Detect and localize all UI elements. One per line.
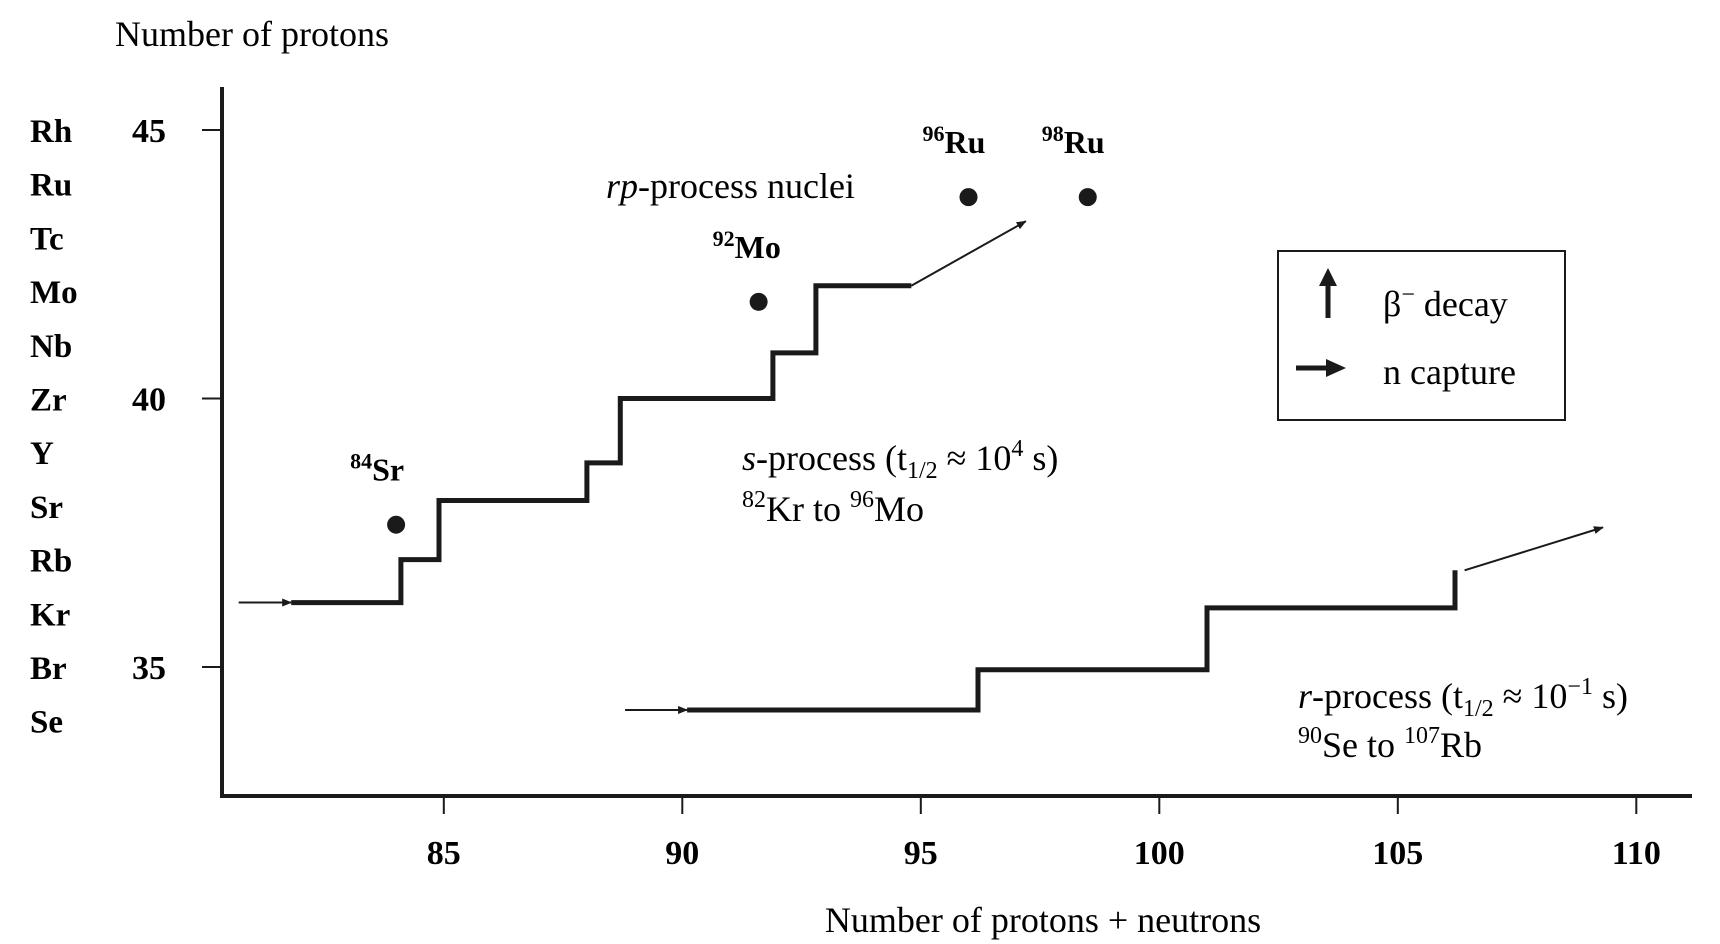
nucleus-point-98ru <box>1078 188 1097 207</box>
nucleus-symbol: Sr <box>372 452 404 488</box>
s-process-range: 82Kr to 96Mo <box>742 487 924 529</box>
s-sup: 4 <box>1011 436 1023 462</box>
nucleus-label-84sr: 84Sr <box>350 449 404 488</box>
r-range-sup1: 90 <box>1298 723 1322 749</box>
rp-italic: rp <box>606 166 638 206</box>
element-label-kr: Kr <box>30 597 70 633</box>
r-main: -process (t <box>1312 676 1463 716</box>
beta-decay-icon <box>1319 268 1337 318</box>
s-end: s) <box>1023 438 1058 478</box>
legend-beta: β <box>1383 284 1401 324</box>
s-process-output-arrow <box>910 220 1027 287</box>
r-sup: −1 <box>1567 674 1593 700</box>
legend-box <box>1277 250 1566 421</box>
nucleus-mass: 96 <box>923 121 945 146</box>
nucleus-symbol: Ru <box>945 124 986 160</box>
element-label-mo: Mo <box>30 275 78 311</box>
element-label-tc: Tc <box>30 221 64 257</box>
s-range-el1: Kr to <box>766 489 850 529</box>
r-process-output-arrow <box>1464 526 1604 572</box>
r-mid: ≈ 10 <box>1494 676 1568 716</box>
y-axis-label: Number of protons <box>115 14 389 54</box>
s-range-el2: Mo <box>874 489 924 529</box>
nucleus-symbol: Mo <box>735 229 781 265</box>
s-range-sup2: 96 <box>850 487 874 513</box>
element-label-sr: Sr <box>30 490 63 526</box>
nucleus-label-92mo: 92Mo <box>713 226 781 265</box>
x-tick-label: 110 <box>1612 835 1661 872</box>
y-ticks: 35 40 45 <box>132 113 222 687</box>
s-main: -process (t <box>756 438 907 478</box>
x-tick-label: 90 <box>665 835 699 872</box>
element-label-nb: Nb <box>30 329 72 365</box>
nucleus-symbol: Ru <box>1064 124 1105 160</box>
element-label-y: Y <box>30 436 54 472</box>
legend-beta-sup: − <box>1401 282 1415 308</box>
x-tick-label: 85 <box>427 835 461 872</box>
n-capture-icon <box>1296 359 1346 377</box>
r-range-el1: Se to <box>1322 725 1404 765</box>
nucleus-mass: 92 <box>713 226 735 251</box>
y-tick-label: 45 <box>132 113 166 150</box>
legend-beta-end: decay <box>1415 284 1508 324</box>
r-end: s) <box>1593 676 1628 716</box>
element-label-ru: Ru <box>30 168 72 204</box>
nucleus-label-98ru: 98Ru <box>1042 121 1105 160</box>
nucleus-point-84sr <box>387 515 406 534</box>
element-label-rh: Rh <box>30 114 72 150</box>
s-mid: ≈ 10 <box>938 438 1012 478</box>
y-tick-label: 40 <box>132 382 166 419</box>
nucleus-point-92mo <box>749 292 768 311</box>
x-tick-label: 95 <box>904 835 938 872</box>
element-label-br: Br <box>30 651 67 687</box>
element-label-se: Se <box>30 705 63 741</box>
r-process-path <box>687 570 1458 713</box>
r-sub: 1/2 <box>1463 696 1494 722</box>
rp-rest: -process nuclei <box>638 166 855 206</box>
element-label-zr: Zr <box>30 383 67 419</box>
element-labels: Se Br Kr Rb Sr Y Zr Nb Mo Tc Ru Rh <box>30 114 78 741</box>
r-italic: r <box>1298 676 1313 716</box>
nucleus-mass: 98 <box>1042 121 1064 146</box>
r-range-el2: Rb <box>1440 725 1482 765</box>
s-sub: 1/2 <box>907 458 938 484</box>
r-range-sup2: 107 <box>1404 723 1440 749</box>
s-process-label: s-process (t1/2 ≈ 104 s) <box>742 436 1058 484</box>
rp-process-label: rp-process nuclei <box>606 166 855 206</box>
legend-label-beta-decay: β− decay <box>1383 282 1508 324</box>
s-italic: s <box>742 438 756 478</box>
x-tick-label: 105 <box>1372 835 1423 872</box>
legend-label-n-capture: n capture <box>1383 352 1516 392</box>
x-tick-label: 100 <box>1134 835 1185 872</box>
r-process-label: r-process (t1/2 ≈ 10−1 s) <box>1298 674 1628 722</box>
nucleus-mass: 84 <box>350 449 372 474</box>
nucleus-label-96ru: 96Ru <box>923 121 986 160</box>
s-process-path <box>291 283 912 606</box>
r-process-range: 90Se to 107Rb <box>1298 723 1482 765</box>
x-axis-label: Number of protons + neutrons <box>825 900 1261 940</box>
x-ticks: 85 90 95 100 105 110 <box>427 796 1661 872</box>
element-label-rb: Rb <box>30 544 72 580</box>
s-range-sup1: 82 <box>742 487 766 513</box>
y-tick-label: 35 <box>132 650 166 687</box>
series-layer <box>238 220 1604 714</box>
nucleus-point-96ru <box>959 188 978 207</box>
legend: β− decay n capture <box>1277 250 1566 421</box>
